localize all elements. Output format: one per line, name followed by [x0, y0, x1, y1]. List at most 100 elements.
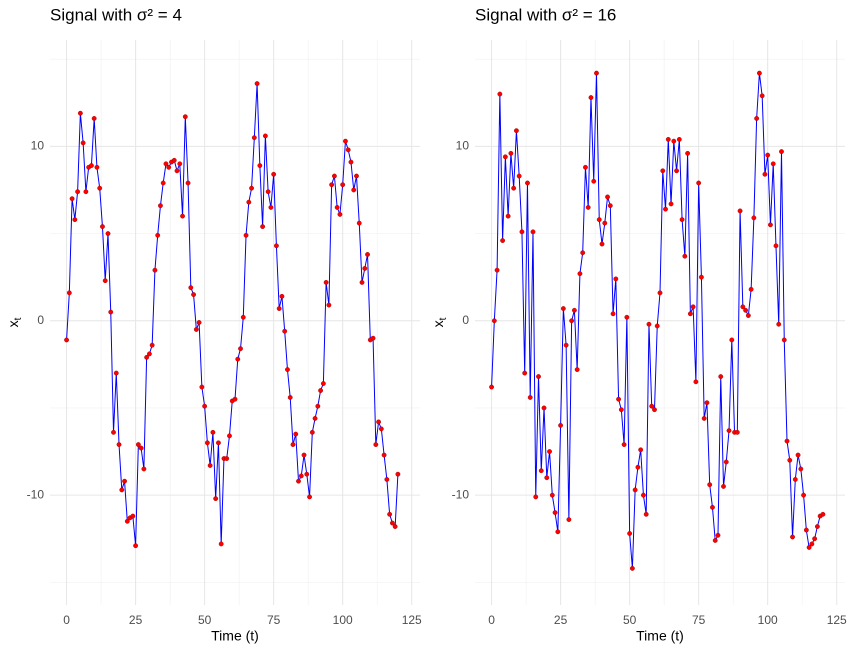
data-point — [202, 403, 208, 409]
data-point — [378, 426, 384, 432]
data-point — [560, 306, 566, 311]
data-point — [514, 128, 519, 134]
data-point — [124, 518, 130, 524]
data-point — [332, 173, 337, 179]
data-point — [274, 243, 279, 249]
data-point — [497, 91, 503, 97]
data-point — [185, 180, 191, 186]
data-point — [138, 445, 144, 451]
data-point — [538, 468, 544, 474]
data-point — [177, 161, 183, 167]
data-point — [218, 541, 224, 547]
data-point — [135, 442, 141, 447]
data-point — [569, 318, 575, 324]
data-point — [594, 70, 599, 76]
x-tick-label: 100 — [758, 613, 778, 627]
data-point — [663, 206, 668, 212]
data-point — [260, 224, 266, 229]
data-point — [616, 396, 621, 402]
x-tick-label: 75 — [267, 613, 281, 627]
data-point — [296, 478, 301, 484]
data-point — [257, 163, 263, 168]
data-point — [354, 173, 359, 179]
data-point — [707, 482, 713, 488]
data-point — [710, 504, 715, 510]
data-point — [102, 278, 108, 284]
data-point — [309, 429, 315, 435]
data-point — [591, 178, 597, 184]
data-point — [91, 116, 97, 121]
data-point — [133, 543, 138, 549]
data-point — [795, 452, 801, 458]
data-point — [320, 381, 326, 386]
data-point — [282, 328, 288, 334]
y-tick-label: -10 — [452, 487, 470, 501]
data-point — [130, 513, 136, 519]
data-point — [343, 138, 348, 144]
data-point — [641, 492, 646, 498]
data-point — [572, 307, 577, 313]
data-point — [558, 422, 563, 428]
data-point — [238, 346, 243, 352]
data-point — [141, 466, 147, 472]
data-point — [171, 157, 177, 163]
data-point — [814, 524, 820, 529]
data-point — [812, 536, 818, 542]
data-point — [298, 473, 304, 479]
data-point — [113, 370, 119, 376]
y-axis-label: xt — [430, 317, 449, 327]
data-point — [563, 342, 569, 348]
data-point — [108, 309, 114, 315]
data-point — [384, 477, 390, 482]
data-point — [75, 189, 81, 195]
data-point — [235, 356, 241, 362]
y-axis-label-base: x — [5, 320, 21, 327]
data-point — [754, 116, 760, 121]
data-point — [511, 185, 517, 191]
data-point — [657, 290, 663, 296]
chart-title: Signal with σ² = 4 — [50, 5, 182, 24]
data-point — [704, 400, 710, 406]
x-tick-label: 50 — [198, 613, 212, 627]
data-point — [809, 541, 815, 547]
data-point — [718, 374, 724, 379]
data-point — [583, 164, 588, 170]
data-point — [685, 150, 691, 156]
data-point — [359, 279, 365, 285]
data-point — [285, 367, 290, 372]
x-tick-label: 25 — [554, 613, 568, 627]
data-point — [348, 159, 354, 165]
data-point — [155, 232, 161, 238]
data-point — [254, 81, 260, 86]
data-point — [751, 215, 757, 221]
data-point — [605, 194, 610, 200]
data-point — [210, 429, 216, 435]
data-point — [820, 511, 826, 517]
data-point — [803, 527, 809, 533]
data-point — [149, 342, 155, 348]
data-point — [345, 147, 351, 153]
data-point — [147, 351, 152, 357]
data-point — [323, 279, 329, 285]
data-point — [166, 164, 172, 170]
data-point — [674, 168, 679, 174]
data-point — [690, 304, 696, 310]
data-point — [649, 403, 655, 409]
data-point — [193, 327, 199, 332]
data-point — [624, 314, 630, 320]
data-point — [508, 150, 514, 156]
x-tick-label: 50 — [623, 613, 637, 627]
data-point — [660, 168, 666, 174]
data-point — [549, 492, 555, 498]
data-point — [279, 293, 285, 299]
data-point — [224, 456, 230, 461]
data-point — [334, 205, 340, 210]
data-point — [204, 440, 210, 446]
data-point — [652, 407, 657, 413]
data-point — [387, 511, 393, 517]
data-point — [696, 180, 702, 186]
data-point — [97, 185, 103, 191]
data-point — [69, 196, 75, 202]
data-point — [491, 318, 497, 324]
data-point — [632, 487, 638, 493]
